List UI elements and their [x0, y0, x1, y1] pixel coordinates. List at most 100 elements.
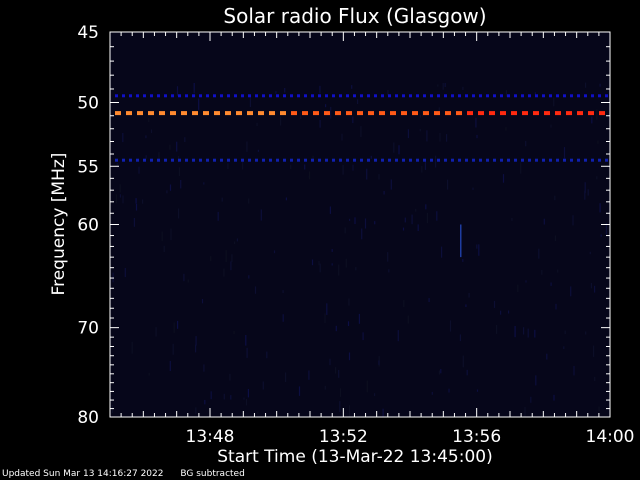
noise-speck	[364, 218, 367, 229]
noise-speck	[245, 335, 247, 346]
noise-speck	[465, 304, 467, 307]
band-segment-2	[598, 158, 601, 162]
band-segment-1	[478, 111, 484, 116]
band-segment-0	[262, 94, 265, 98]
band-segment-2	[388, 158, 391, 162]
band-segment-1	[566, 111, 572, 116]
noise-speck	[570, 286, 572, 297]
noise-speck	[444, 83, 446, 87]
noise-speck	[158, 152, 160, 163]
noise-speck	[596, 176, 598, 180]
noise-speck	[119, 184, 121, 193]
noise-speck	[382, 408, 384, 418]
noise-speck	[358, 313, 360, 324]
noise-speck	[446, 134, 448, 142]
band-segment-2	[563, 158, 566, 162]
band-segment-2	[465, 158, 468, 162]
band-segment-0	[297, 94, 300, 98]
noise-speck	[605, 223, 607, 235]
noise-speck	[500, 310, 502, 315]
noise-speck	[257, 149, 259, 152]
band-segment-0	[164, 94, 167, 98]
band-segment-0	[311, 94, 314, 98]
band-segment-0	[591, 94, 594, 98]
noise-speck	[594, 376, 596, 382]
bg-note: BG subtracted	[180, 469, 245, 479]
noise-speck	[236, 238, 238, 242]
noise-speck	[193, 83, 195, 94]
band-segment-2	[577, 158, 580, 162]
noise-speck	[593, 345, 595, 357]
noise-speck	[496, 325, 498, 334]
noise-speck	[462, 355, 464, 368]
noise-speck	[555, 303, 557, 310]
noise-speck	[348, 298, 350, 306]
noise-speck	[246, 347, 248, 358]
noise-speck	[330, 106, 332, 119]
band-segment-2	[521, 158, 524, 162]
noise-speck	[466, 369, 468, 376]
noise-speck	[115, 194, 117, 204]
noise-speck	[438, 107, 440, 115]
band-segment-0	[374, 94, 377, 98]
band-segment-2	[507, 158, 510, 162]
noise-speck	[354, 217, 356, 224]
band-segment-0	[122, 94, 125, 98]
band-segment-2	[605, 158, 608, 162]
band-segment-0	[136, 94, 139, 98]
noise-speck	[339, 388, 342, 397]
band-segment-2	[339, 158, 342, 162]
band-segment-1	[148, 111, 154, 116]
band-segment-2	[171, 158, 174, 162]
band-segment-1	[313, 111, 319, 116]
noise-speck	[150, 129, 153, 133]
band-segment-1	[181, 111, 187, 116]
band-segment-1	[170, 111, 176, 116]
band-segment-0	[157, 94, 160, 98]
noise-speck	[502, 174, 505, 183]
noise-speck	[135, 203, 138, 211]
y-tick-label: 80	[77, 408, 99, 428]
noise-speck	[338, 264, 340, 276]
noise-speck	[282, 314, 284, 322]
noise-speck	[407, 129, 409, 139]
band-segment-1	[247, 111, 253, 116]
band-segment-0	[542, 94, 545, 98]
noise-speck	[517, 284, 519, 293]
band-segment-1	[258, 111, 264, 116]
noise-speck	[468, 292, 470, 298]
noise-speck	[421, 166, 423, 173]
noise-speck	[233, 331, 235, 334]
band-segment-0	[360, 94, 363, 98]
noise-speck	[195, 407, 197, 414]
band-segment-0	[332, 94, 335, 98]
noise-speck	[166, 190, 168, 194]
noise-texture	[110, 82, 607, 418]
band-segment-2	[136, 158, 139, 162]
band-segment-0	[206, 94, 209, 98]
noise-speck	[441, 246, 443, 258]
noise-speck	[459, 334, 461, 342]
band-segment-2	[164, 158, 167, 162]
band-segment-0	[465, 94, 468, 98]
noise-speck	[198, 98, 200, 110]
band-segment-2	[283, 158, 286, 162]
band-segment-2	[269, 158, 272, 162]
band-segment-2	[332, 158, 335, 162]
band-segment-2	[318, 158, 321, 162]
band-segment-0	[535, 94, 538, 98]
band-segment-2	[129, 158, 132, 162]
band-segment-2	[395, 158, 398, 162]
noise-speck	[217, 211, 219, 221]
noise-speck	[257, 411, 259, 414]
x-axis: 13:48 13:52 13:56 14:00	[120, 32, 635, 447]
band-segment-1	[291, 111, 297, 116]
band-segment-1	[302, 111, 308, 116]
noise-speck	[553, 394, 555, 401]
noise-speck	[338, 369, 340, 378]
band-segment-0	[479, 94, 482, 98]
noise-speck	[361, 228, 363, 240]
noise-speck	[550, 282, 552, 286]
band-segment-2	[430, 158, 433, 162]
noise-speck	[201, 299, 204, 304]
